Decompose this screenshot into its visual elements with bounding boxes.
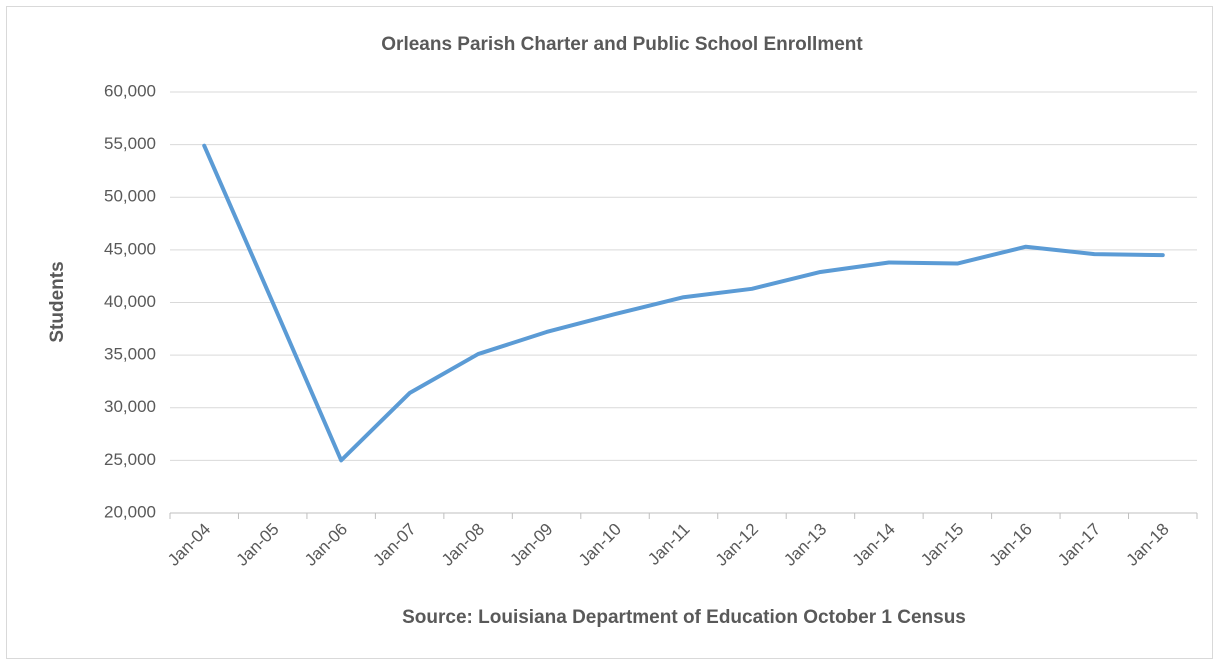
- y-axis-title: Students: [47, 261, 68, 342]
- y-tick-label: 60,000: [104, 81, 156, 100]
- y-tick-label: 35,000: [104, 345, 156, 364]
- y-tick-label: 50,000: [104, 187, 156, 206]
- y-tick-label: 55,000: [104, 134, 156, 153]
- y-tick-label: 25,000: [104, 450, 156, 469]
- y-tick-label: 40,000: [104, 292, 156, 311]
- y-tick-label: 30,000: [104, 397, 156, 416]
- chart-title: Orleans Parish Charter and Public School…: [381, 34, 863, 55]
- chart-border: [6, 6, 1213, 659]
- y-tick-label: 20,000: [104, 502, 156, 521]
- x-axis-title: Source: Louisiana Department of Educatio…: [402, 607, 966, 628]
- y-tick-label: 45,000: [104, 239, 156, 258]
- line-series: [202, 143, 1165, 463]
